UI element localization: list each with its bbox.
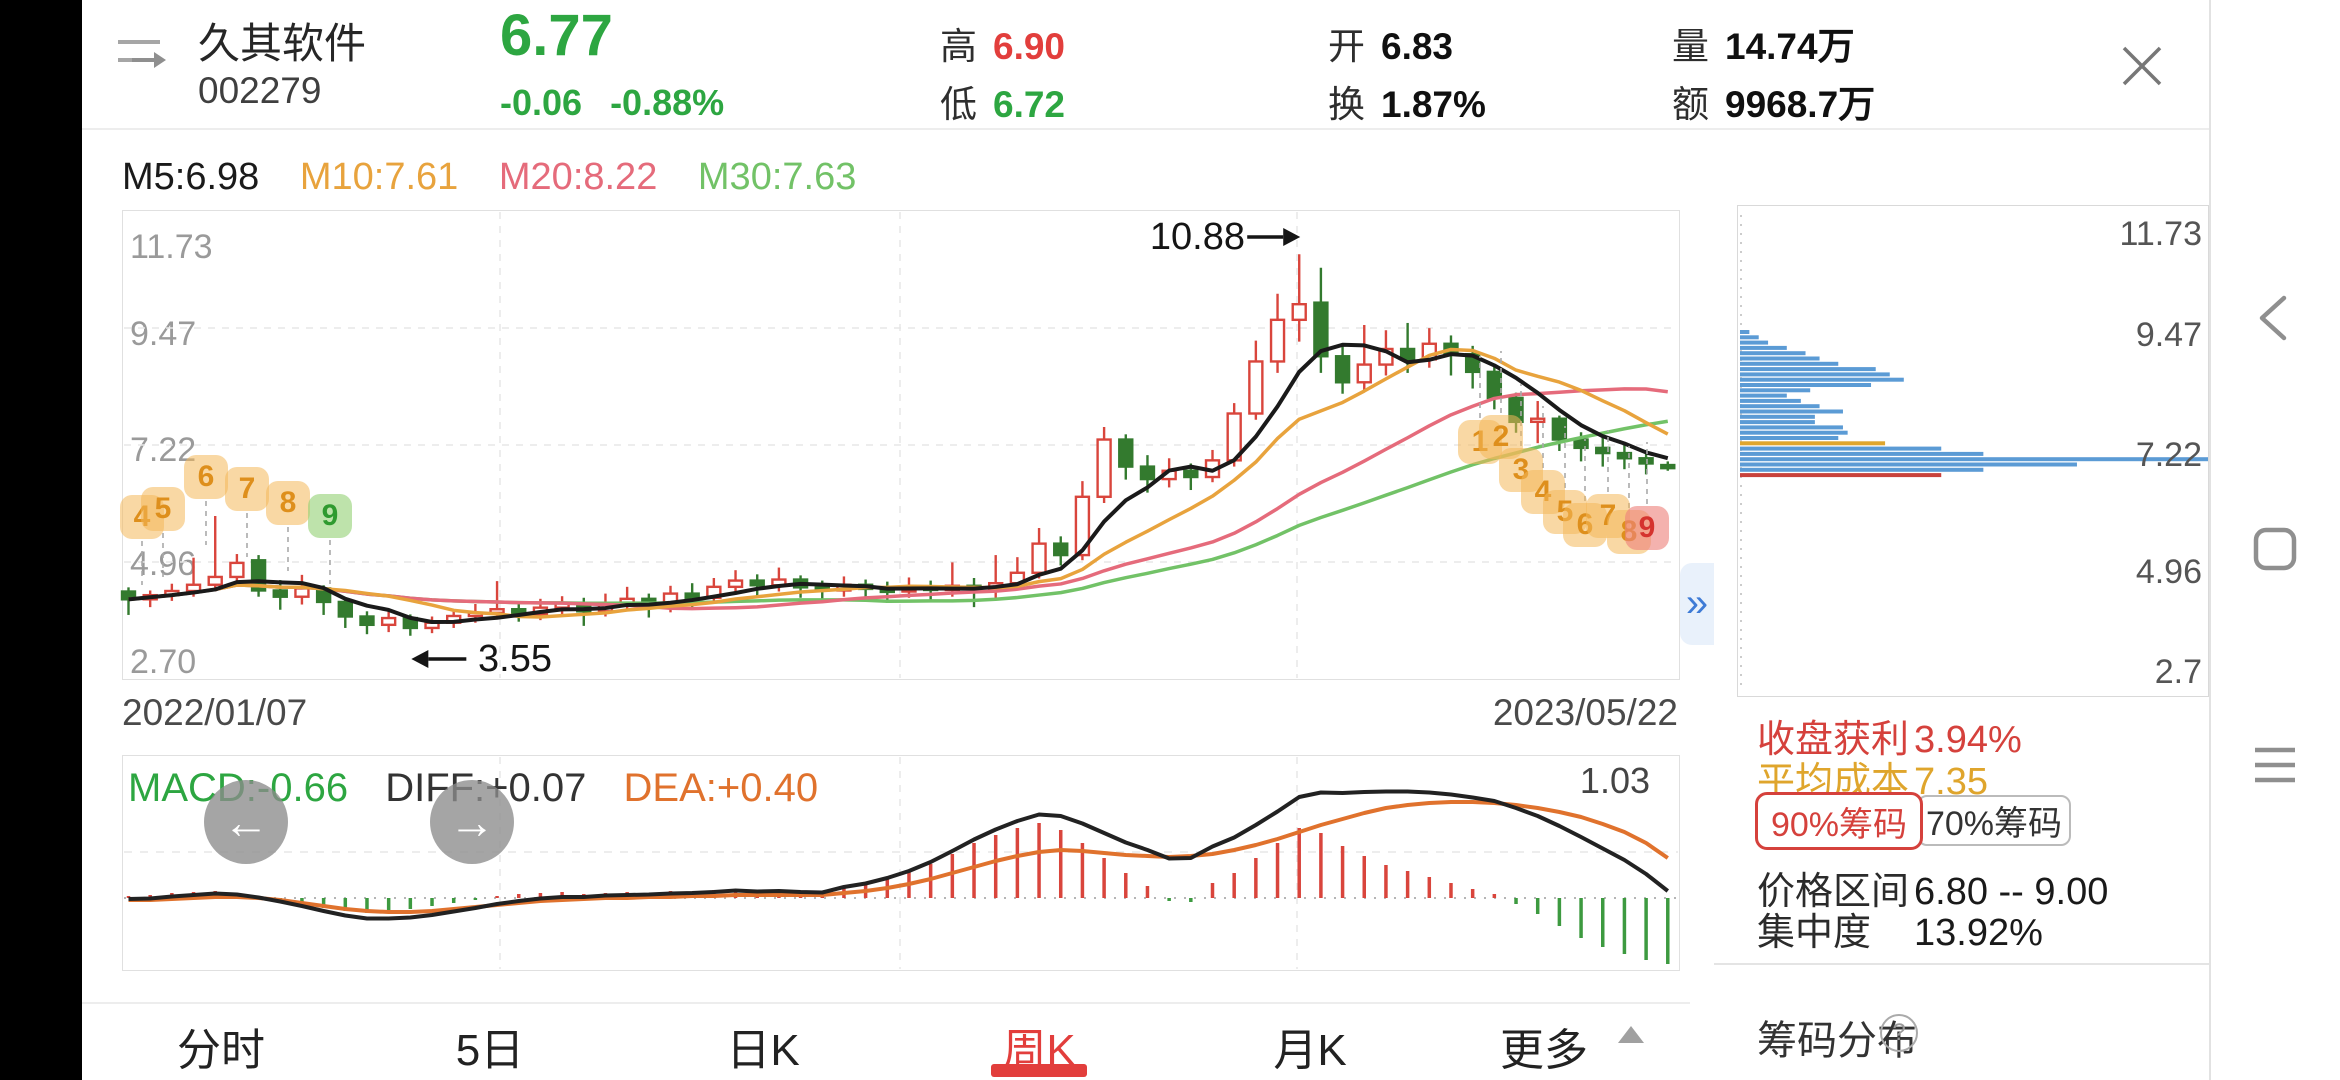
y-tick: 4.96 bbox=[130, 545, 197, 583]
system-nav-divider bbox=[2209, 0, 2211, 1080]
stat-amount: 额 9968.7万 bbox=[1672, 84, 1876, 125]
chip-distribution-chart bbox=[1737, 205, 2209, 697]
event-marker-7[interactable]: 7 bbox=[225, 467, 269, 511]
closing-profit-row: 收盘获利 3.94% bbox=[1757, 719, 2022, 761]
macd-chart-area[interactable] bbox=[122, 755, 1680, 971]
close-icon[interactable] bbox=[2118, 42, 2166, 90]
chips-70-button[interactable]: 70%筹码 bbox=[1917, 795, 2071, 846]
stat-low: 低 6.72 bbox=[940, 84, 1066, 125]
chip-footer-divider bbox=[1714, 963, 2209, 965]
stat-turnover: 换 1.87% bbox=[1328, 84, 1486, 125]
switch-stock-icon[interactable] bbox=[114, 28, 170, 80]
tab-minute[interactable]: 分时 bbox=[177, 1026, 265, 1075]
chip-tick: 9.47 bbox=[2135, 316, 2202, 354]
more-caret-icon[interactable] bbox=[1618, 1026, 1644, 1043]
date-start: 2022/01/07 bbox=[122, 692, 308, 733]
y-tick: 2.70 bbox=[130, 643, 197, 681]
header-divider bbox=[82, 128, 2209, 130]
date-end: 2023/05/22 bbox=[1492, 692, 1678, 733]
concentration-row: 集中度 13.92% bbox=[1757, 912, 2043, 954]
ma-legend: M5:6.98 M10:7.61 M20:8.22 M30:7.63 bbox=[122, 156, 886, 199]
event-marker-5[interactable]: 5 bbox=[141, 487, 185, 531]
tabbar-divider bbox=[82, 1002, 1690, 1004]
stock-code: 002279 bbox=[198, 70, 322, 111]
nav-back-icon[interactable] bbox=[2254, 292, 2294, 344]
screen-notch-band bbox=[0, 0, 82, 1080]
event-marker-6[interactable]: 6 bbox=[184, 455, 228, 499]
chip-tick: 4.96 bbox=[2135, 553, 2202, 591]
ma20-legend: M20:8.22 bbox=[498, 156, 658, 198]
stat-volume: 量 14.74万 bbox=[1672, 26, 1855, 67]
ma10-legend: M10:7.61 bbox=[299, 156, 459, 198]
stat-high: 高 6.90 bbox=[940, 26, 1066, 67]
stock-name: 久其软件 bbox=[198, 20, 367, 67]
price-change: -0.06 -0.88% bbox=[500, 82, 752, 124]
ma5-legend: M5:6.98 bbox=[122, 156, 260, 198]
kline-chart-area[interactable] bbox=[122, 210, 1680, 680]
tab-monthly-k[interactable]: 月K bbox=[1273, 1026, 1347, 1075]
y-tick: 9.47 bbox=[130, 315, 197, 353]
expand-panel-button[interactable]: » bbox=[1680, 563, 1714, 645]
tab-5day[interactable]: 5日 bbox=[455, 1026, 525, 1075]
macd-scale-max: 1.03 bbox=[1579, 760, 1650, 801]
annotation-high: 10.88 bbox=[1149, 216, 1245, 258]
event-marker-8[interactable]: 8 bbox=[266, 481, 310, 525]
ma30-legend: M30:7.63 bbox=[697, 156, 857, 198]
chips-90-button[interactable]: 90%筹码 bbox=[1755, 792, 1923, 850]
last-price: 6.77 bbox=[500, 3, 613, 68]
change-value: -0.06 bbox=[500, 82, 583, 123]
event-marker-9[interactable]: 9 bbox=[308, 494, 352, 538]
active-tab-underline bbox=[991, 1064, 1087, 1077]
chip-tick: 2.7 bbox=[2154, 653, 2202, 691]
scroll-right-button[interactable]: → bbox=[430, 780, 514, 864]
scroll-left-button[interactable]: ← bbox=[204, 780, 288, 864]
y-tick: 11.73 bbox=[130, 228, 213, 266]
price-range-row: 价格区间 6.80 -- 9.00 bbox=[1757, 871, 2109, 913]
nav-menu-icon[interactable] bbox=[2251, 744, 2299, 786]
tab-daily-k[interactable]: 日K bbox=[726, 1026, 800, 1075]
tab-more[interactable]: 更多 bbox=[1500, 1026, 1588, 1075]
chip-tick: 7.22 bbox=[2135, 436, 2202, 474]
nav-home-icon[interactable] bbox=[2252, 526, 2298, 572]
event-marker-9[interactable]: 9 bbox=[1625, 506, 1669, 550]
chip-tick: 11.73 bbox=[2119, 215, 2202, 253]
help-icon[interactable]: ? bbox=[1880, 1014, 1918, 1052]
change-percent: -0.88% bbox=[610, 82, 725, 123]
annotation-low: 3.55 bbox=[478, 638, 552, 680]
stat-open: 开 6.83 bbox=[1328, 26, 1454, 67]
dea-value: DEA:+0.40 bbox=[623, 766, 819, 810]
